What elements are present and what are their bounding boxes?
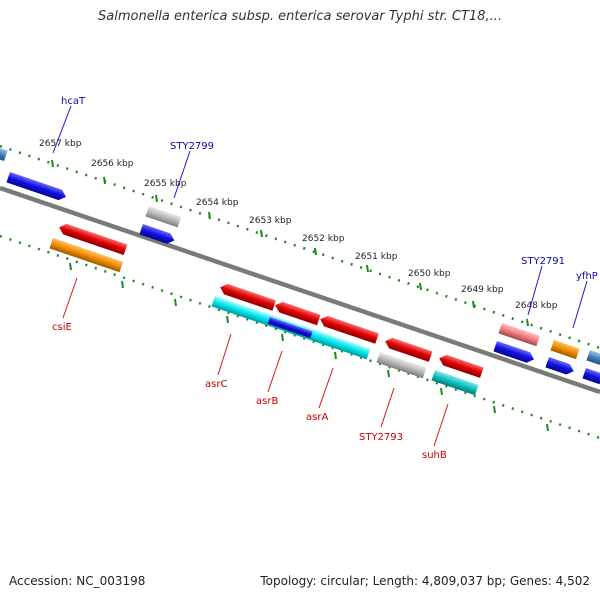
kbp-label: 2651 kbp bbox=[355, 252, 398, 262]
kbp-label: 2657 kbp bbox=[39, 139, 82, 149]
gene-label-STY2799[interactable]: STY2799 bbox=[170, 141, 214, 152]
genome-backbone bbox=[0, 185, 600, 395]
topology-text: Topology: circular; Length: 4,809,037 bp… bbox=[260, 574, 590, 588]
gene-label-STY2791[interactable]: STY2791 bbox=[521, 256, 565, 267]
gene-label-asrC[interactable]: asrC bbox=[205, 379, 227, 390]
gene-feature-steel-right[interactable] bbox=[586, 350, 600, 365]
gene-label-asrA[interactable]: asrA bbox=[306, 412, 328, 423]
gene-label-STY2793[interactable]: STY2793 bbox=[359, 432, 403, 443]
gene-feature-red-1[interactable] bbox=[218, 282, 276, 311]
reverse-label-leaders bbox=[62, 277, 449, 447]
gene-label-csiE[interactable]: csiE bbox=[52, 322, 72, 333]
gene-feature-red-csiE-upper[interactable] bbox=[57, 222, 128, 255]
gene-label-asrB[interactable]: asrB bbox=[256, 396, 278, 407]
reverse-strand-features bbox=[49, 222, 484, 396]
gene-feature-steel[interactable] bbox=[0, 146, 8, 161]
gene-feature-yfhP[interactable] bbox=[545, 357, 575, 376]
gene-feature-blue-right[interactable] bbox=[582, 368, 600, 385]
gene-feature-asrB[interactable] bbox=[267, 317, 313, 339]
gene-feature-pink[interactable] bbox=[498, 323, 540, 347]
kbp-label: 2654 kbp bbox=[196, 198, 239, 208]
kbp-label: 2649 kbp bbox=[461, 285, 504, 295]
gene-feature-STY2793[interactable] bbox=[376, 352, 427, 379]
upper-major-ticks bbox=[51, 159, 529, 327]
accession-text: Accession: NC_003198 bbox=[9, 574, 146, 588]
gene-label-yfhP[interactable]: yfhP bbox=[576, 271, 598, 282]
gene-feature-gray[interactable] bbox=[145, 206, 182, 228]
forward-strand-features bbox=[0, 146, 600, 385]
kbp-label: 2652 kbp bbox=[302, 234, 345, 244]
gene-feature-red-4[interactable] bbox=[383, 336, 433, 362]
gene-label-hcaT[interactable]: hcaT bbox=[61, 96, 86, 107]
gene-feature-red-2[interactable] bbox=[273, 300, 321, 326]
forward-label-leaders bbox=[52, 105, 588, 329]
gene-feature-STY2791[interactable] bbox=[493, 341, 535, 365]
kbp-label: 2653 kbp bbox=[249, 216, 292, 226]
gene-feature-hcaT[interactable] bbox=[6, 172, 67, 202]
gene-feature-csiE[interactable] bbox=[49, 238, 124, 273]
kbp-label: 2655 kbp bbox=[144, 179, 187, 189]
map-title: Salmonella enterica subsp. enterica sero… bbox=[98, 9, 502, 24]
gene-feature-orange-small[interactable] bbox=[550, 340, 580, 360]
gene-feature-red-3[interactable] bbox=[318, 314, 379, 344]
kbp-tick-labels: 2657 kbp 2656 kbp 2655 kbp 2654 kbp 2653… bbox=[39, 139, 558, 311]
gene-feature-red-5[interactable] bbox=[437, 353, 484, 378]
kbp-label: 2656 kbp bbox=[91, 159, 134, 169]
kbp-label: 2650 kbp bbox=[408, 269, 451, 279]
kbp-label: 2648 kbp bbox=[515, 301, 558, 311]
gene-label-suhB[interactable]: suhB bbox=[422, 450, 447, 461]
lower-major-ticks bbox=[69, 262, 549, 432]
gene-feature-STY2799[interactable] bbox=[139, 224, 176, 246]
gene-feature-suhB[interactable] bbox=[431, 370, 479, 396]
